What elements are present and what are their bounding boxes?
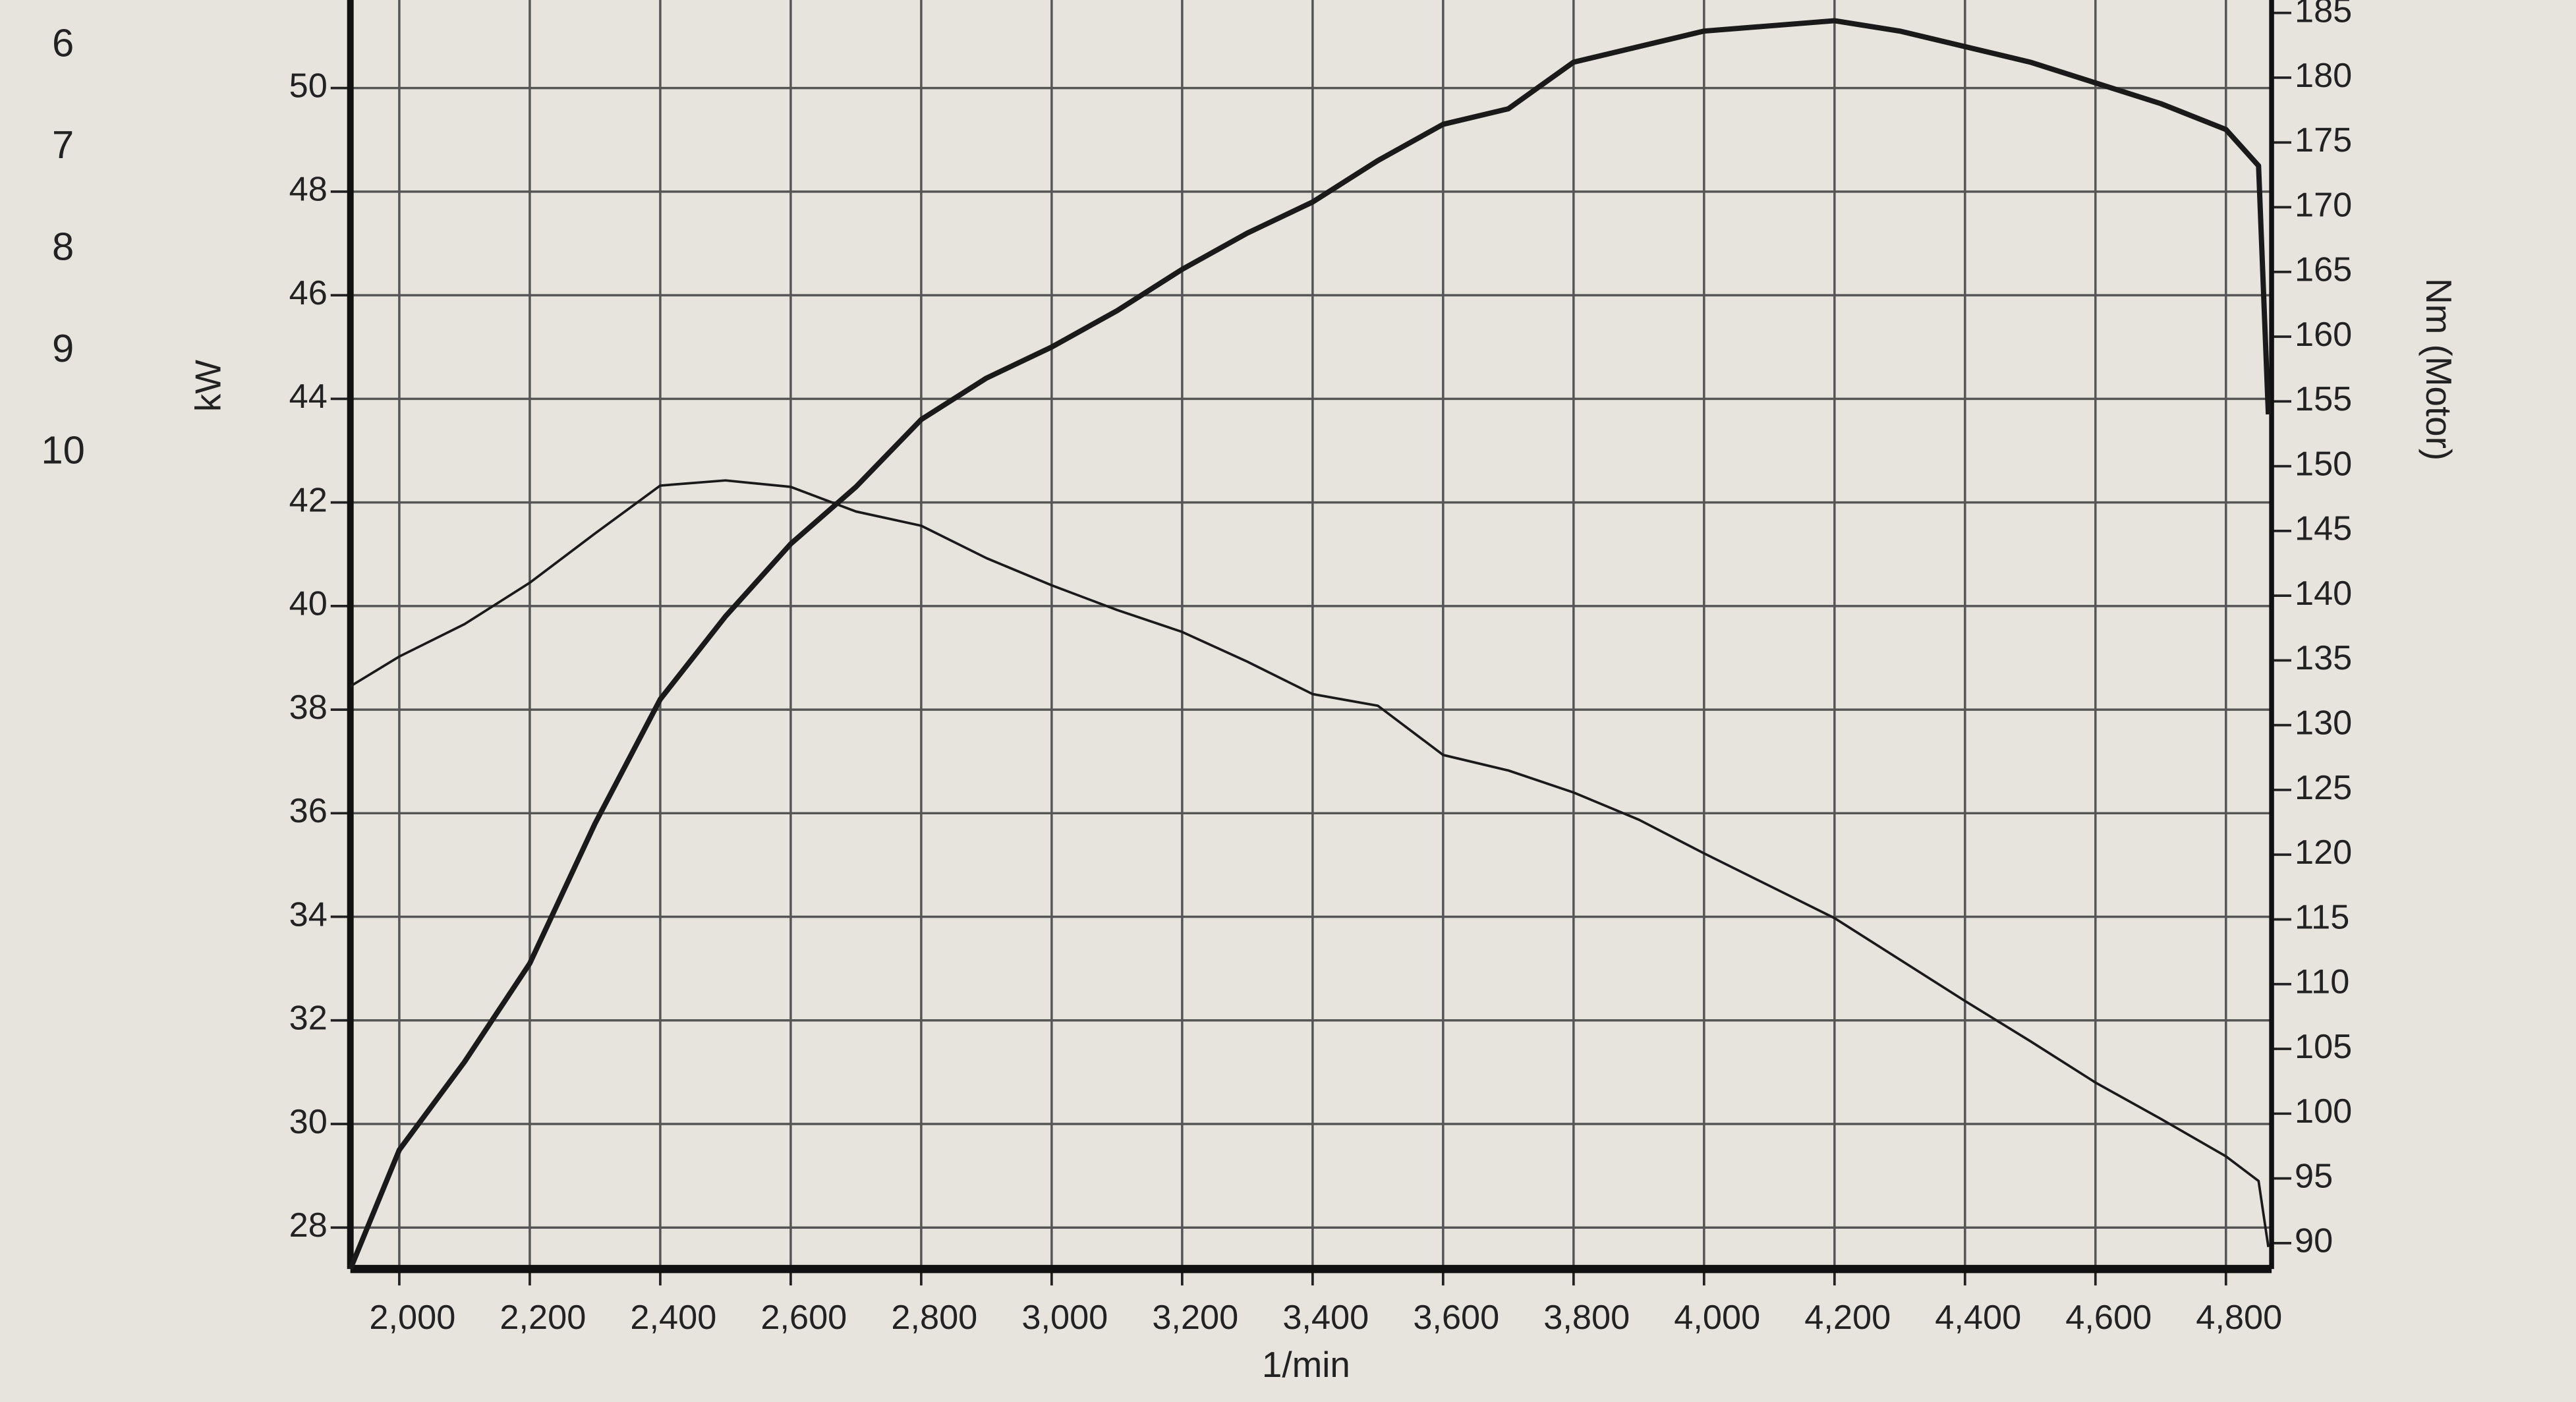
x-tick-label: 4,800 (2196, 1299, 2282, 1337)
x-tick-label: 2,600 (760, 1299, 847, 1337)
y2-tick-label: 105 (2295, 1028, 2352, 1066)
margin-number: 7 (52, 123, 74, 167)
y2-tick-label: 155 (2295, 380, 2352, 418)
x-tick-label: 4,600 (2065, 1299, 2152, 1337)
margin-number: 6 (52, 21, 74, 65)
y2-tick-label: 130 (2295, 704, 2352, 742)
y-axis-label: kW (187, 360, 228, 412)
x-tick-label: 3,800 (1543, 1299, 1630, 1337)
x-axis-label: 1/min (1262, 1344, 1350, 1385)
y-tick-label: 46 (289, 274, 328, 312)
y2-tick-label: 175 (2295, 121, 2352, 159)
y2-tick-label: 150 (2295, 445, 2352, 483)
y2-tick-label: 165 (2295, 251, 2352, 289)
y-tick-label: 40 (289, 585, 328, 623)
data-line (349, 479, 2270, 1248)
margin-number: 8 (52, 225, 74, 269)
y-tick-label: 44 (289, 378, 328, 416)
x-tick-label: 2,400 (630, 1299, 716, 1337)
y2-tick-label: 90 (2295, 1222, 2333, 1260)
x-tick-label: 2,800 (891, 1299, 977, 1337)
y2-tick-label: 120 (2295, 833, 2352, 872)
x-tick-label: 3,000 (1021, 1299, 1108, 1337)
margin-number: 9 (52, 326, 74, 370)
x-tick-label: 4,000 (1674, 1299, 1760, 1337)
y2-tick-label: 100 (2295, 1092, 2352, 1131)
y2-tick-label: 115 (2295, 898, 2349, 936)
y-tick-label: 30 (289, 1103, 328, 1141)
y2-tick-label: 180 (2295, 57, 2352, 95)
y2-tick-label: 145 (2295, 510, 2352, 548)
x-tick-label: 4,400 (1935, 1299, 2021, 1337)
y-tick-label: 38 (289, 688, 328, 727)
y2-tick-label: 140 (2295, 575, 2352, 613)
y2-tick-label: 125 (2295, 769, 2352, 807)
y-tick-label: 36 (289, 792, 328, 830)
x-tick-label: 3,600 (1413, 1299, 1499, 1337)
margin-number: 10 (41, 428, 85, 472)
x-tick-label: 4,200 (1804, 1299, 1891, 1337)
y2-tick-label: 170 (2295, 186, 2352, 224)
y2-tick-label: 160 (2295, 316, 2352, 354)
y-tick-label: 48 (289, 171, 328, 209)
y2-tick-label: 110 (2295, 963, 2349, 1001)
y2-axis-label: Nm (Motor) (2419, 278, 2459, 461)
y2-tick-label: 135 (2295, 639, 2352, 677)
x-tick-label: 2,000 (369, 1299, 455, 1337)
y2-tick-label: 95 (2295, 1157, 2333, 1195)
y2-tick-label: 185 (2295, 0, 2352, 30)
y-tick-label: 34 (289, 895, 328, 934)
y-tick-label: 42 (289, 481, 328, 519)
x-tick-label: 2,200 (500, 1299, 586, 1337)
y-tick-label: 32 (289, 999, 328, 1038)
data-line (347, 18, 2272, 1270)
y-tick-label: 50 (289, 67, 328, 105)
y-tick-label: 28 (289, 1206, 328, 1245)
x-tick-label: 3,400 (1282, 1299, 1369, 1337)
x-tick-label: 3,200 (1152, 1299, 1238, 1337)
